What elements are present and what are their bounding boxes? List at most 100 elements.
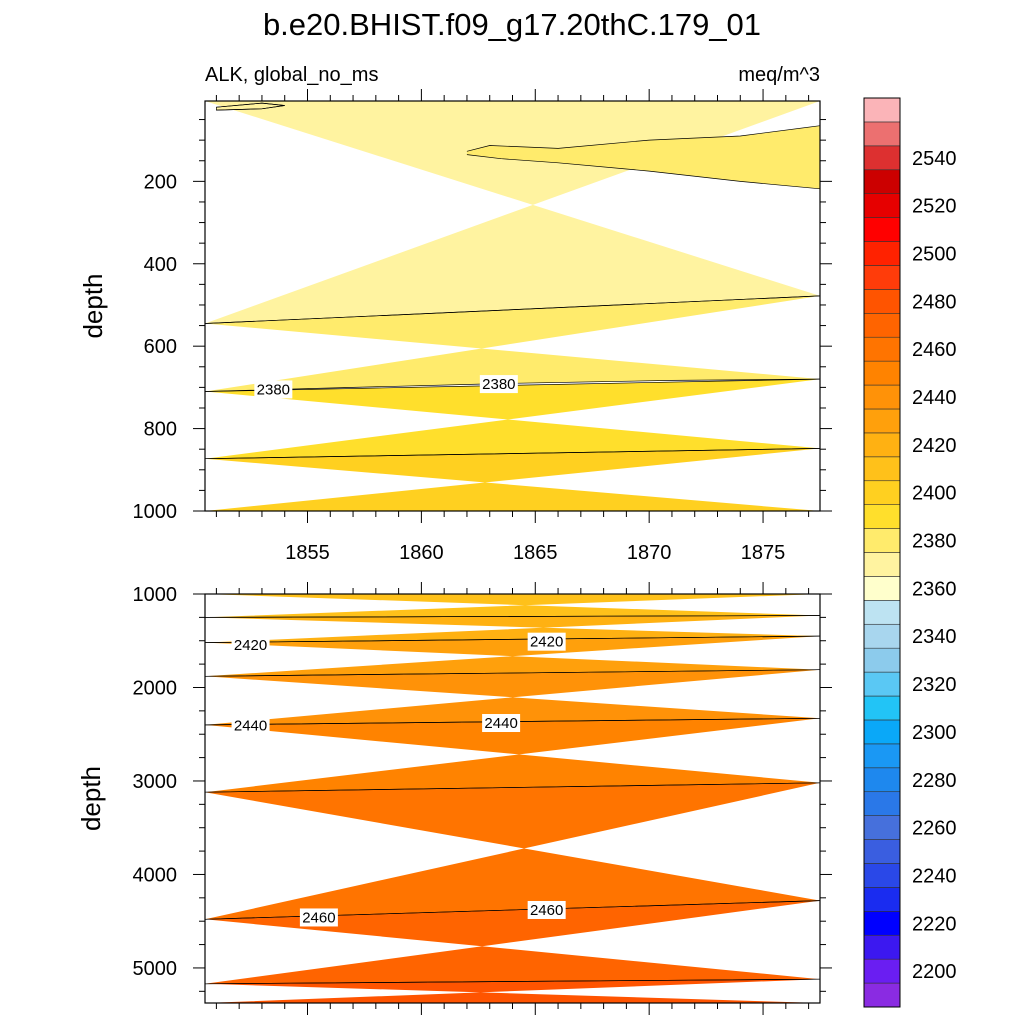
colorbar-box xyxy=(863,623,901,649)
colorbar-box xyxy=(863,432,901,458)
colorbar-box xyxy=(863,384,901,410)
contour-band xyxy=(205,636,820,677)
contour-band xyxy=(205,900,820,984)
contour-band xyxy=(205,782,820,920)
colorbar-box xyxy=(863,217,901,242)
y-tick-label: 600 xyxy=(144,336,177,358)
contour-line xyxy=(216,102,285,111)
contour-line xyxy=(205,782,820,793)
plot-area: 2420 2420 2440 2440 2460 2460 xyxy=(205,594,820,1003)
contour-label-box xyxy=(299,908,338,927)
colorbar-box xyxy=(863,504,901,529)
contour-label-box xyxy=(231,716,270,735)
contour-line xyxy=(205,615,820,618)
colorbar-label: 2500 xyxy=(912,244,957,266)
contour-band xyxy=(466,125,820,189)
y-tick-label: 800 xyxy=(144,419,177,441)
plot-area: 2380 2380 xyxy=(205,101,820,511)
colorbar-box xyxy=(863,600,901,625)
x-tick-label: 1870 xyxy=(627,542,672,564)
contour-line xyxy=(205,448,820,460)
contour-label-box xyxy=(527,900,566,919)
colorbar-box xyxy=(863,982,901,1008)
chart-title: b.e20.BHIST.f09_g17.20thC.179_01 xyxy=(263,7,761,42)
colorbar-label: 2200 xyxy=(912,961,957,983)
colorbar-box xyxy=(863,289,901,314)
x-tick-label: 1860 xyxy=(399,542,444,564)
colorbar-box xyxy=(863,839,901,864)
colorbar-label: 2540 xyxy=(912,148,957,170)
variable-label: ALK, global_no_ms xyxy=(205,64,378,86)
contour-line xyxy=(205,978,820,985)
contour-band xyxy=(205,979,820,1003)
colorbar-label: 2280 xyxy=(912,770,957,792)
y-axis-label: depth xyxy=(78,273,108,338)
contour-label-box xyxy=(482,714,521,733)
colorbar-box xyxy=(863,456,901,482)
colorbar-label: 2440 xyxy=(912,387,957,409)
colorbar-box xyxy=(863,552,901,577)
contour-line xyxy=(466,125,820,152)
colorbar-frame xyxy=(863,97,901,1008)
contour-label-box xyxy=(254,380,293,399)
colorbar-box xyxy=(863,265,901,290)
colorbar-box xyxy=(863,241,901,266)
panel-1: 2380 2380 1855 1860 1865 1870 1875 200 400 600 800… xyxy=(78,89,832,564)
y-tick-label: 1000 xyxy=(133,584,178,606)
colorbar-box xyxy=(863,528,901,553)
colorbar-label: 2240 xyxy=(912,865,957,887)
y-tick-label: 4000 xyxy=(133,864,178,886)
colorbar-box xyxy=(863,97,901,123)
y-tick-label: 5000 xyxy=(133,958,178,980)
contour-band xyxy=(205,379,820,459)
colorbar-label: 2380 xyxy=(912,531,957,553)
y-tick-label: 3000 xyxy=(133,771,178,793)
colorbar-box xyxy=(863,767,901,793)
colorbar-box xyxy=(863,958,901,984)
colorbar-box xyxy=(863,480,901,505)
colorbar-box xyxy=(863,312,901,338)
contour-label: 2380 xyxy=(482,376,515,393)
colorbar-box xyxy=(863,791,901,816)
colorbar-box xyxy=(863,911,901,936)
colorbar-box xyxy=(863,695,901,721)
units-label: meq/m^3 xyxy=(738,64,820,86)
contour-label-box xyxy=(479,375,518,394)
colorbar-box xyxy=(863,408,901,434)
colorbar-label: 2320 xyxy=(912,674,957,696)
colorbar-label: 2360 xyxy=(912,578,957,600)
contour-band xyxy=(205,101,820,324)
contour-label: 2440 xyxy=(484,715,517,732)
y-tick-label: 400 xyxy=(144,254,177,276)
colorbar-box xyxy=(863,671,901,697)
contour-label: 2460 xyxy=(530,902,563,919)
contour-band xyxy=(205,615,820,643)
contour-line xyxy=(205,295,820,324)
y-tick-label: 2000 xyxy=(133,677,178,699)
colorbar-label: 2480 xyxy=(912,291,957,313)
colorbar-label: 2340 xyxy=(912,626,957,648)
colorbar-box xyxy=(863,193,901,218)
colorbar-label: 2400 xyxy=(912,483,957,505)
colorbar: 2200 2220 2240 2260 2280 2300 2320 2340 2360 2380… xyxy=(863,97,957,1008)
y-tick-label: 1000 xyxy=(133,501,178,523)
contour-label: 2380 xyxy=(257,381,290,398)
contour-label-box xyxy=(231,635,270,654)
y-tick-label: 200 xyxy=(144,171,177,193)
colorbar-box xyxy=(863,887,901,912)
colorbar-box xyxy=(863,743,901,769)
contour-band xyxy=(205,448,820,511)
contour-band xyxy=(205,669,820,725)
contour-label: 2440 xyxy=(234,717,267,734)
x-tick-label: 1875 xyxy=(741,542,786,564)
colorbar-box xyxy=(863,169,901,194)
contour-band xyxy=(216,103,285,111)
contour-label: 2420 xyxy=(234,637,267,654)
colorbar-box xyxy=(863,815,901,840)
contour-band xyxy=(205,718,820,793)
y-axis-label: depth xyxy=(76,766,106,831)
colorbar-label: 2520 xyxy=(912,196,957,218)
contour-label: 2460 xyxy=(302,909,335,926)
colorbar-box xyxy=(863,336,901,362)
colorbar-label: 2260 xyxy=(912,818,957,840)
